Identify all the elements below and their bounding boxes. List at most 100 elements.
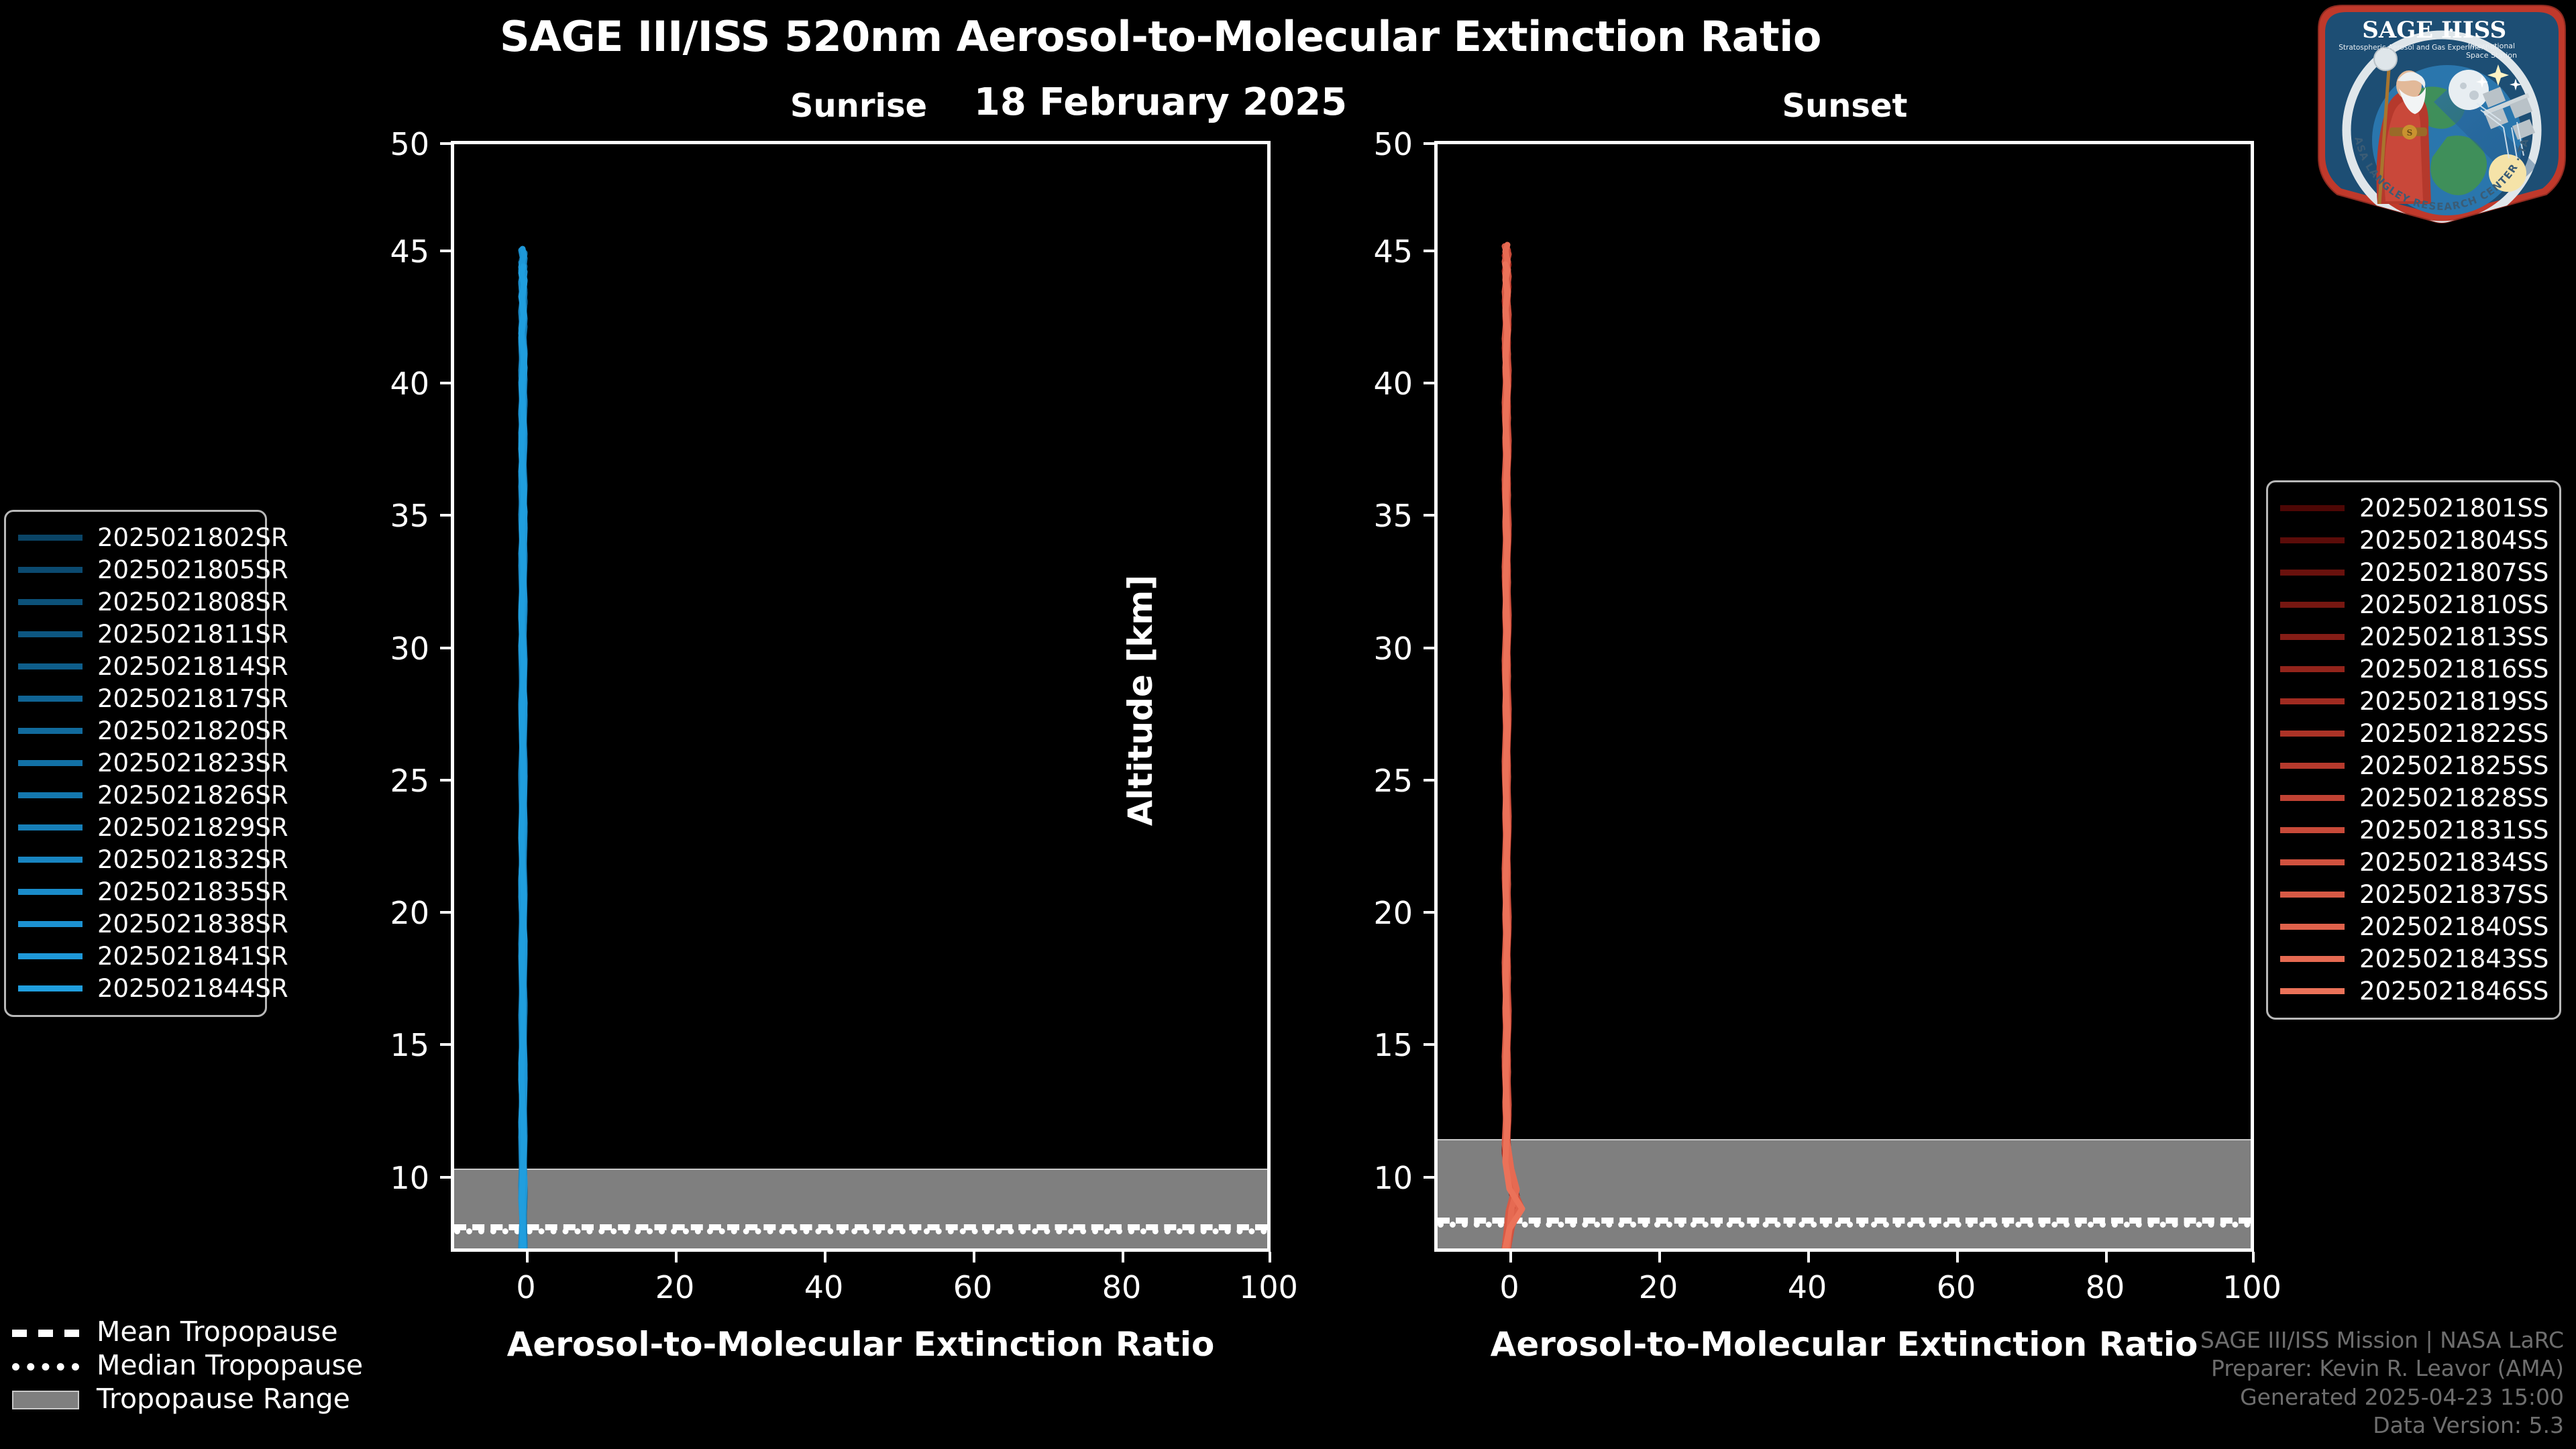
legend-item[interactable]: 2025021817SR: [18, 682, 288, 714]
legend-item-mean-tropopause[interactable]: Mean Tropopause: [12, 1315, 361, 1348]
legend-item[interactable]: 2025021843SS: [2280, 943, 2548, 975]
ytick-label-sunrise-35: 35: [390, 498, 429, 534]
legend-item[interactable]: 2025021832SR: [18, 843, 288, 875]
axis-label-y-sunset: Altitude [km]: [1121, 574, 1160, 826]
legend-item[interactable]: 2025021831SS: [2280, 814, 2548, 846]
legend-item[interactable]: 2025021837SS: [2280, 878, 2549, 910]
ytick-label-sunset-10: 10: [1373, 1160, 1413, 1196]
legend-color-swatch: [2280, 504, 2345, 511]
legend-item[interactable]: 2025021846SS: [2280, 975, 2549, 1007]
legend-item-label: Median Tropopause: [97, 1349, 364, 1381]
legend-color-swatch: [18, 534, 83, 541]
legend-item-label: 2025021810SS: [2359, 590, 2549, 619]
legend-item[interactable]: 2025021802SR: [18, 521, 288, 553]
xtick-mark-sunrise-80: [1122, 1252, 1124, 1263]
legend-item[interactable]: 2025021828SS: [2280, 782, 2549, 814]
legend-item[interactable]: 2025021822SS: [2280, 717, 2548, 749]
legend-item[interactable]: 2025021819SS: [2280, 685, 2548, 717]
xtick-mark-sunset-100: [2252, 1252, 2255, 1263]
legend-item-label: 2025021837SS: [2359, 879, 2549, 909]
patch-continent: [2430, 136, 2487, 196]
ytick-mark-sunset-30: [1424, 647, 1434, 649]
legend-item[interactable]: 2025021840SS: [2280, 910, 2549, 943]
patch-subtitle-iss-line2: Space Station: [2466, 51, 2517, 60]
legend-item-label: 2025021807SS: [2359, 557, 2549, 587]
ytick-label-sunset-20: 20: [1373, 895, 1413, 931]
panel-title-sunset: Sunset: [1782, 87, 1908, 125]
xtick-label-sunrise-60: 60: [953, 1269, 993, 1305]
tropopause-range-band-sunrise: [454, 1169, 1267, 1248]
legend-item[interactable]: 2025021808SR: [18, 586, 288, 618]
ytick-label-sunrise-45: 45: [390, 233, 429, 270]
legend-item-label: 2025021823SR: [97, 748, 288, 777]
mean-tropopause-line-sunset: [1438, 1218, 2251, 1224]
legend-item-label: 2025021846SS: [2359, 976, 2549, 1006]
legend-item[interactable]: 2025021816SS: [2280, 653, 2548, 685]
legend-item[interactable]: 2025021834SS: [2280, 846, 2549, 878]
legend-item[interactable]: 2025021811SR: [18, 618, 288, 650]
legend-tropopause: Mean Tropopause Median Tropopause Tropop…: [12, 1315, 364, 1415]
legend-item-label: 2025021801SS: [2359, 493, 2549, 523]
legend-item-label: 2025021840SS: [2359, 912, 2549, 941]
legend-item-label: 2025021804SS: [2359, 525, 2549, 555]
legend-item[interactable]: 2025021814SR: [18, 650, 288, 682]
legend-color-swatch: [18, 824, 83, 830]
legend-item-label: 2025021805SR: [97, 555, 288, 584]
legend-color-swatch: [18, 663, 83, 669]
legend-item[interactable]: 2025021820SR: [18, 714, 288, 747]
plot-area-sunset[interactable]: [1434, 141, 2254, 1252]
legend-item[interactable]: 2025021825SS: [2280, 749, 2548, 782]
median-tropopause-line-sunset: [1438, 1222, 2251, 1228]
mean-tropopause-line-sunrise: [454, 1224, 1267, 1230]
legend-item-tropopause-range[interactable]: Tropopause Range: [12, 1382, 361, 1415]
ytick-mark-sunset-50: [1424, 142, 1434, 145]
ytick-label-sunset-25: 25: [1373, 763, 1413, 799]
patch-star: [2510, 78, 2522, 91]
legend-item-label: 2025021802SR: [97, 523, 288, 552]
legend-sunset-events[interactable]: 2025021801SS 2025021804SS 2025021807SS 2…: [2266, 480, 2561, 1020]
legend-item[interactable]: 2025021844SR: [18, 972, 288, 1004]
legend-sunrise-events[interactable]: 2025021802SR 2025021805SR 2025021808SR 2…: [4, 510, 288, 1017]
legend-color-swatch: [18, 759, 83, 766]
ytick-label-sunrise-30: 30: [390, 631, 429, 667]
legend-item[interactable]: 2025021813SS: [2280, 621, 2548, 653]
legend-item[interactable]: 2025021838SR: [18, 908, 288, 940]
xtick-label-sunrise-40: 40: [804, 1269, 844, 1305]
xtick-label-sunset-100: 100: [2222, 1269, 2282, 1305]
legend-item[interactable]: 2025021826SR: [18, 779, 288, 811]
xtick-label-sunrise-80: 80: [1102, 1269, 1142, 1305]
legend-item[interactable]: 2025021804SS: [2280, 524, 2549, 556]
credits-mission: SAGE III/ISS Mission | NASA LaRC: [2200, 1327, 2564, 1354]
plot-area-sunrise[interactable]: [451, 141, 1271, 1252]
ytick-mark-sunset-40: [1424, 382, 1434, 384]
legend-item[interactable]: 2025021829SR: [18, 811, 288, 843]
legend-item[interactable]: 2025021823SR: [18, 747, 288, 779]
legend-item[interactable]: 2025021807SS: [2280, 556, 2549, 588]
ytick-label-sunset-30: 30: [1373, 631, 1413, 667]
ytick-label-sunrise-25: 25: [390, 763, 429, 799]
legend-item-label: 2025021834SS: [2359, 847, 2549, 877]
patch-light-rays: [2476, 103, 2524, 159]
legend-item-label: 2025021828SS: [2359, 783, 2549, 812]
legend-item[interactable]: 2025021841SR: [18, 940, 288, 972]
legend-item-median-tropopause[interactable]: Median Tropopause: [12, 1348, 364, 1382]
legend-item[interactable]: 2025021835SR: [18, 875, 288, 908]
ytick-label-sunset-45: 45: [1373, 233, 1413, 270]
legend-color-swatch: [18, 888, 83, 895]
ytick-mark-sunrise-30: [440, 647, 451, 649]
legend-color-swatch: [18, 695, 83, 702]
xtick-mark-sunset-80: [2105, 1252, 2108, 1263]
xtick-mark-sunrise-60: [973, 1252, 975, 1263]
ytick-label-sunrise-50: 50: [390, 126, 429, 162]
legend-item[interactable]: 2025021810SS: [2280, 588, 2549, 621]
patch-white-ring: [2342, 30, 2542, 223]
xtick-label-sunset-60: 60: [1936, 1269, 1976, 1305]
legend-item[interactable]: 2025021805SR: [18, 553, 288, 586]
tropopause-range-band-sunset: [1438, 1139, 2251, 1248]
legend-item[interactable]: 2025021801SS: [2280, 492, 2549, 524]
patch-artwork: S: [2342, 30, 2542, 223]
xtick-label-sunset-40: 40: [1787, 1269, 1827, 1305]
credits-block: SAGE III/ISS Mission | NASA LaRC Prepare…: [2200, 1326, 2564, 1440]
legend-item-label: 2025021820SR: [97, 716, 288, 745]
patch-star: [2487, 64, 2509, 86]
